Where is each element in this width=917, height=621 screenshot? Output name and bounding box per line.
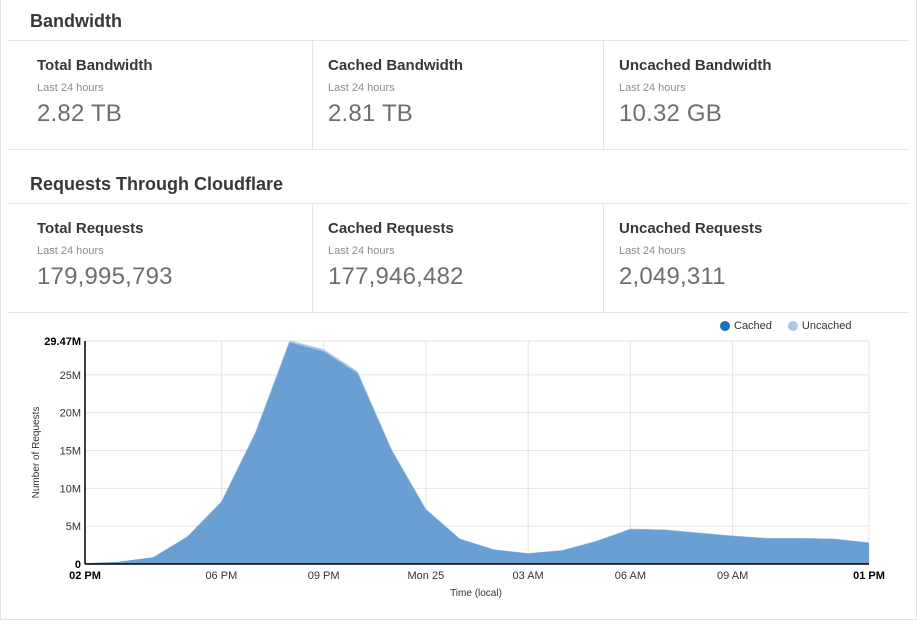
uncached-requests-card: Uncached Requests Last 24 hours 2,049,31… bbox=[619, 220, 889, 291]
stat-value: 2,049,311 bbox=[619, 263, 726, 290]
x-tick-label: 02 PM bbox=[69, 570, 101, 582]
divider bbox=[312, 204, 313, 312]
x-tick-label: 09 PM bbox=[308, 570, 340, 582]
legend-swatch bbox=[720, 321, 730, 331]
total-requests-card: Total Requests Last 24 hours 179,995,793 bbox=[37, 220, 307, 291]
uncached-bandwidth-card: Uncached Bandwidth Last 24 hours 10.32 G… bbox=[619, 57, 889, 128]
stat-period: Last 24 hours bbox=[37, 245, 104, 257]
y-tick-label: 5M bbox=[66, 521, 81, 533]
y-tick-label: 0 bbox=[75, 559, 81, 571]
cached-requests-card: Cached Requests Last 24 hours 177,946,48… bbox=[328, 220, 598, 291]
y-tick-label: 15M bbox=[60, 445, 81, 457]
y-axis-title: Number of Requests bbox=[31, 407, 42, 499]
y-tick-label: 20M bbox=[60, 408, 81, 420]
series-area-cached bbox=[85, 342, 869, 564]
chart-legend: Cached Uncached bbox=[720, 320, 851, 332]
y-tick-label: 29.47M bbox=[44, 336, 81, 348]
stat-value: 177,946,482 bbox=[328, 263, 464, 290]
x-tick-label: 01 PM bbox=[853, 570, 885, 582]
legend-item-cached[interactable]: Cached bbox=[720, 320, 772, 332]
stat-label: Cached Bandwidth bbox=[328, 57, 464, 74]
stat-label: Total Requests bbox=[37, 220, 144, 237]
divider bbox=[603, 41, 604, 149]
stat-value: 10.32 GB bbox=[619, 100, 723, 127]
total-bandwidth-card: Total Bandwidth Last 24 hours 2.82 TB bbox=[37, 57, 307, 128]
stat-value: 2.82 TB bbox=[37, 100, 123, 127]
bandwidth-section-title: Bandwidth bbox=[30, 11, 122, 31]
divider bbox=[8, 149, 909, 150]
stat-period: Last 24 hours bbox=[619, 82, 686, 94]
cached-bandwidth-card: Cached Bandwidth Last 24 hours 2.81 TB bbox=[328, 57, 598, 128]
divider bbox=[8, 312, 909, 313]
divider bbox=[603, 204, 604, 312]
stat-period: Last 24 hours bbox=[619, 245, 686, 257]
divider bbox=[8, 203, 909, 204]
stat-period: Last 24 hours bbox=[328, 82, 395, 94]
stat-period: Last 24 hours bbox=[328, 245, 395, 257]
legend-label: Uncached bbox=[801, 320, 852, 332]
x-tick-label: 06 PM bbox=[205, 570, 237, 582]
stat-label: Cached Requests bbox=[328, 220, 454, 237]
x-tick-label: 06 AM bbox=[615, 570, 646, 582]
legend-swatch bbox=[787, 321, 798, 331]
stat-value: 2.81 TB bbox=[328, 100, 414, 127]
stat-period: Last 24 hours bbox=[37, 82, 104, 94]
x-tick-label: 03 AM bbox=[513, 570, 544, 582]
x-axis-title: Time (local) bbox=[450, 588, 502, 599]
stat-label: Uncached Bandwidth bbox=[619, 57, 772, 74]
legend-label: Cached bbox=[734, 320, 772, 332]
legend-item-uncached[interactable]: Uncached bbox=[787, 320, 852, 332]
stat-label: Uncached Requests bbox=[619, 220, 763, 237]
divider bbox=[312, 41, 313, 149]
y-tick-label: 10M bbox=[60, 483, 81, 495]
requests-section-title: Requests Through Cloudflare bbox=[30, 174, 284, 194]
x-tick-label: Mon 25 bbox=[408, 570, 445, 582]
y-tick-label: 25M bbox=[60, 370, 81, 382]
stat-value: 179,995,793 bbox=[37, 263, 173, 290]
divider bbox=[8, 40, 909, 41]
x-tick-label: 09 AM bbox=[717, 570, 748, 582]
stat-label: Total Bandwidth bbox=[37, 57, 153, 74]
